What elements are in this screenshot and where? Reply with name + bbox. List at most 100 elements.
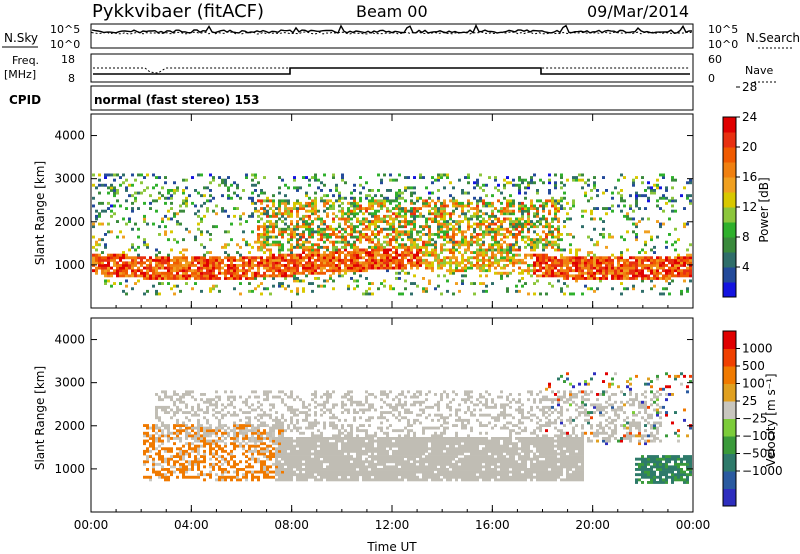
velocity-cell	[143, 434, 146, 438]
power-cell	[263, 176, 266, 179]
power-cell	[104, 266, 107, 270]
velocity-cell	[323, 421, 326, 425]
power-cell	[254, 173, 257, 177]
power-cell	[533, 214, 536, 218]
power-cell	[512, 269, 515, 273]
velocity-cell	[263, 413, 266, 417]
velocity-cell	[290, 452, 293, 456]
velocity-cell	[341, 426, 344, 430]
power-cell	[272, 271, 275, 275]
velocity-cell	[173, 442, 176, 446]
power-cell	[437, 178, 440, 182]
velocity-cell	[257, 405, 260, 409]
power-cell	[581, 258, 584, 262]
power-cell	[389, 253, 392, 257]
power-cell	[440, 266, 443, 270]
power-cell	[311, 245, 314, 249]
power-cell	[407, 230, 410, 234]
power-cell	[362, 256, 365, 260]
power-cell	[446, 261, 449, 265]
power-cell	[368, 261, 371, 265]
power-cell	[515, 248, 518, 252]
velocity-cell	[299, 462, 302, 466]
velocity-cell	[233, 431, 236, 435]
power-cell	[254, 277, 257, 280]
power-cell	[218, 266, 221, 270]
power-cell	[689, 201, 692, 205]
power-cell	[158, 261, 161, 265]
velocity-cell	[194, 437, 197, 440]
velocity-cell	[236, 431, 239, 435]
power-cell	[266, 209, 269, 213]
velocity-cell	[329, 475, 332, 479]
power-cell	[476, 222, 479, 226]
power-cell	[161, 282, 164, 285]
velocity-cell	[293, 462, 296, 466]
velocity-cell	[332, 405, 335, 409]
power-cell	[236, 266, 239, 270]
power-cell	[689, 194, 692, 198]
power-cell	[671, 204, 674, 208]
power-cell	[371, 240, 374, 244]
power-cell	[158, 196, 161, 200]
power-cell	[251, 191, 254, 195]
velocity-cell	[155, 462, 158, 466]
velocity-cell	[284, 455, 287, 458]
power-cell	[380, 282, 383, 285]
power-cell	[485, 230, 488, 234]
power-cell	[653, 274, 656, 278]
velocity-cell	[224, 475, 227, 479]
power-cell	[689, 266, 692, 270]
velocity-cell	[206, 429, 209, 433]
velocity-cell	[329, 421, 332, 425]
power-cell	[428, 264, 431, 267]
power-cell	[269, 243, 272, 247]
power-cell	[335, 258, 338, 262]
velocity-cell	[236, 462, 239, 466]
power-cell	[263, 235, 266, 239]
power-cell	[467, 173, 470, 177]
power-cell	[461, 230, 464, 234]
power-cell	[251, 258, 254, 262]
power-cell	[179, 277, 182, 280]
power-cell	[206, 264, 209, 267]
velocity-cell	[341, 455, 344, 458]
power-cell	[185, 271, 188, 275]
velocity-cell	[284, 452, 287, 456]
power-cell	[377, 217, 380, 221]
velocity-cell	[158, 429, 161, 433]
velocity-cell	[335, 462, 338, 466]
power-cell	[317, 277, 320, 280]
power-cell	[269, 207, 272, 210]
power-cell	[371, 207, 374, 210]
velocity-cell	[260, 465, 263, 469]
velocity-cell	[320, 431, 323, 435]
power-cell	[131, 274, 134, 278]
power-cell	[656, 274, 659, 278]
power-cell	[308, 233, 311, 236]
velocity-cell	[242, 475, 245, 479]
power-cell	[371, 292, 374, 296]
power-cell	[443, 217, 446, 221]
velocity-cell	[158, 444, 161, 448]
velocity-cell	[293, 449, 296, 453]
velocity-cell	[329, 460, 332, 464]
power-cell	[389, 222, 392, 226]
power-cell	[452, 227, 455, 231]
power-cell	[428, 253, 431, 257]
power-cell	[128, 248, 131, 252]
power-cell	[287, 248, 290, 252]
velocity-cell	[251, 426, 254, 430]
power-cell	[476, 212, 479, 216]
power-cell	[257, 245, 260, 249]
power-cell	[446, 222, 449, 226]
power-cell	[356, 238, 359, 242]
power-cell	[368, 222, 371, 226]
power-cell	[419, 225, 422, 229]
velocity-cell	[209, 457, 212, 461]
power-cell	[659, 222, 662, 226]
power-cell	[491, 253, 494, 257]
velocity-cell	[251, 457, 254, 461]
power-cell	[197, 214, 200, 218]
power-cell	[386, 235, 389, 239]
